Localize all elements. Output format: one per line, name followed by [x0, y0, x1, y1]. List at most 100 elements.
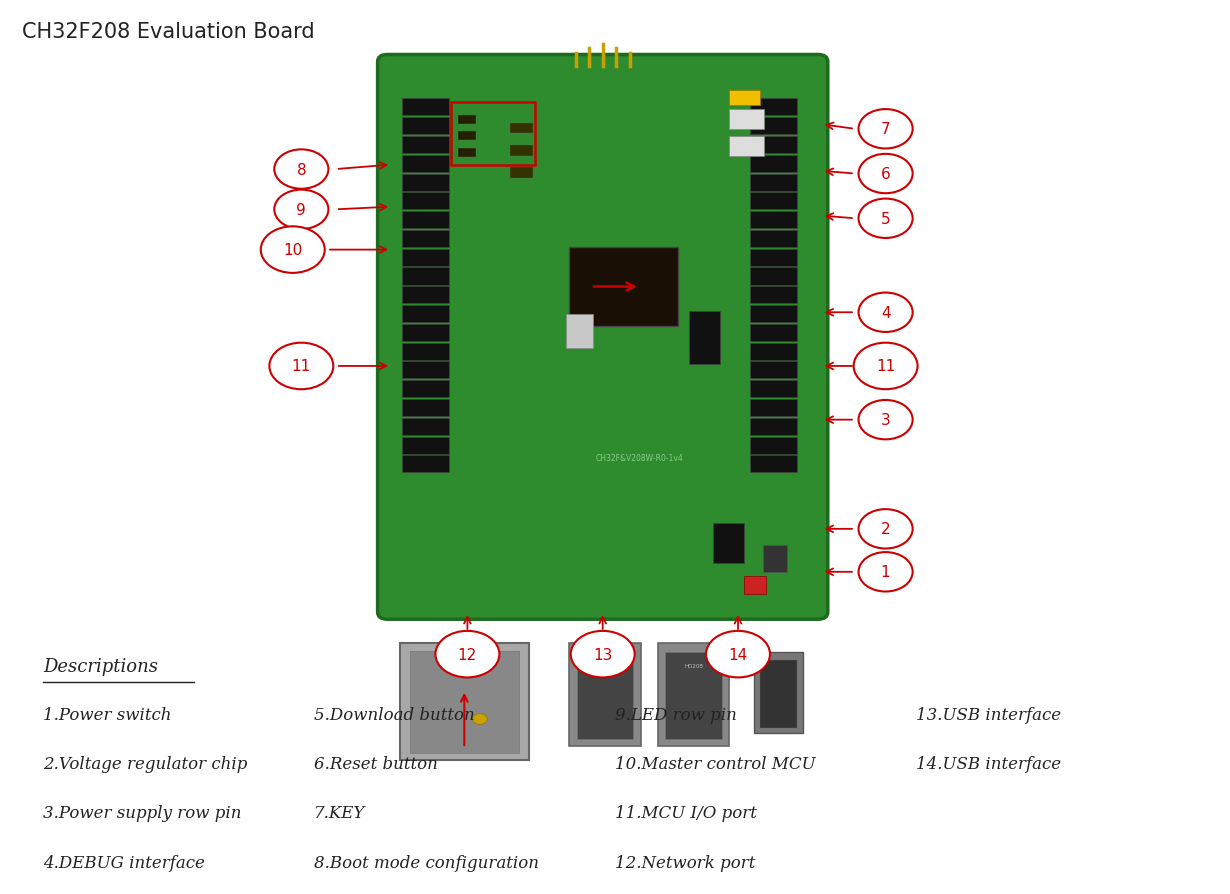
- Bar: [750, 456, 797, 473]
- Text: HO20B: HO20B: [595, 663, 615, 669]
- Bar: [750, 381, 797, 398]
- Bar: [750, 231, 797, 248]
- Bar: [510, 123, 533, 134]
- Bar: [729, 91, 760, 105]
- Bar: [754, 653, 803, 733]
- Bar: [402, 456, 449, 473]
- Text: 10: 10: [283, 243, 303, 257]
- Bar: [402, 212, 449, 229]
- Bar: [400, 644, 529, 760]
- Circle shape: [261, 227, 325, 274]
- Text: 1: 1: [881, 565, 891, 579]
- Text: 7.KEY: 7.KEY: [314, 805, 365, 822]
- Bar: [402, 156, 449, 173]
- Bar: [750, 362, 797, 379]
- Text: 7: 7: [881, 122, 891, 137]
- Circle shape: [571, 631, 635, 678]
- Bar: [402, 400, 449, 417]
- Bar: [458, 116, 476, 125]
- Bar: [744, 577, 766, 595]
- Text: CH32F&V208W-R0-1v4: CH32F&V208W-R0-1v4: [595, 454, 684, 463]
- FancyBboxPatch shape: [378, 55, 828, 620]
- Circle shape: [859, 155, 913, 194]
- Circle shape: [706, 631, 770, 678]
- Bar: [510, 168, 533, 179]
- Bar: [402, 249, 449, 266]
- Bar: [750, 193, 797, 210]
- Bar: [689, 311, 720, 365]
- Bar: [750, 268, 797, 285]
- Bar: [458, 148, 476, 157]
- Bar: [402, 231, 449, 248]
- Bar: [750, 212, 797, 229]
- Text: 4: 4: [881, 306, 891, 320]
- Bar: [569, 248, 678, 326]
- Text: 11: 11: [876, 359, 895, 374]
- Circle shape: [859, 552, 913, 592]
- Text: 3: 3: [881, 413, 891, 427]
- Bar: [410, 651, 519, 753]
- Bar: [566, 315, 593, 349]
- Text: 1.Power switch: 1.Power switch: [43, 706, 171, 723]
- Text: 2.Voltage regulator chip: 2.Voltage regulator chip: [43, 755, 247, 772]
- Bar: [402, 137, 449, 154]
- Circle shape: [854, 343, 918, 390]
- Bar: [750, 306, 797, 323]
- Bar: [402, 193, 449, 210]
- Circle shape: [472, 713, 487, 724]
- Text: Descriptions: Descriptions: [43, 657, 157, 675]
- Circle shape: [274, 190, 328, 230]
- Text: 9: 9: [296, 203, 306, 217]
- Text: 9.LED row pin: 9.LED row pin: [615, 706, 737, 723]
- Bar: [750, 118, 797, 135]
- Circle shape: [269, 343, 333, 390]
- Bar: [750, 325, 797, 342]
- Text: 13.USB interface: 13.USB interface: [916, 706, 1061, 723]
- Text: 12: 12: [458, 647, 477, 662]
- Bar: [750, 437, 797, 454]
- Circle shape: [859, 401, 913, 440]
- Bar: [750, 99, 797, 116]
- Bar: [402, 381, 449, 398]
- Text: 11.MCU I/O port: 11.MCU I/O port: [615, 805, 756, 822]
- Bar: [729, 137, 764, 156]
- Bar: [402, 306, 449, 323]
- Bar: [510, 146, 533, 156]
- Bar: [750, 137, 797, 154]
- Bar: [750, 418, 797, 435]
- Bar: [750, 249, 797, 266]
- Text: 10.Master control MCU: 10.Master control MCU: [615, 755, 815, 772]
- Text: 4.DEBUG interface: 4.DEBUG interface: [43, 854, 205, 871]
- Circle shape: [435, 631, 499, 678]
- Circle shape: [859, 199, 913, 239]
- Text: 6: 6: [881, 167, 891, 181]
- Bar: [458, 132, 476, 141]
- Bar: [750, 343, 797, 360]
- Bar: [402, 362, 449, 379]
- Bar: [402, 325, 449, 342]
- Bar: [658, 644, 729, 746]
- Text: 5.Download button: 5.Download button: [314, 706, 475, 723]
- Bar: [402, 287, 449, 304]
- Bar: [713, 523, 744, 563]
- Text: 2: 2: [881, 522, 891, 536]
- Circle shape: [859, 110, 913, 149]
- Bar: [402, 418, 449, 435]
- Bar: [750, 156, 797, 173]
- Bar: [451, 103, 535, 165]
- Text: CH32F208 Evaluation Board: CH32F208 Evaluation Board: [22, 22, 315, 42]
- Bar: [402, 118, 449, 135]
- Bar: [760, 661, 797, 728]
- Text: 3.Power supply row pin: 3.Power supply row pin: [43, 805, 241, 822]
- Text: 11: 11: [292, 359, 311, 374]
- Bar: [569, 644, 641, 746]
- Bar: [750, 287, 797, 304]
- Text: 6.Reset button: 6.Reset button: [314, 755, 438, 772]
- Text: 12.Network port: 12.Network port: [615, 854, 755, 871]
- Bar: [665, 653, 722, 739]
- Text: 13: 13: [593, 647, 613, 662]
- Bar: [402, 343, 449, 360]
- Bar: [750, 400, 797, 417]
- Circle shape: [274, 150, 328, 190]
- Circle shape: [859, 510, 913, 549]
